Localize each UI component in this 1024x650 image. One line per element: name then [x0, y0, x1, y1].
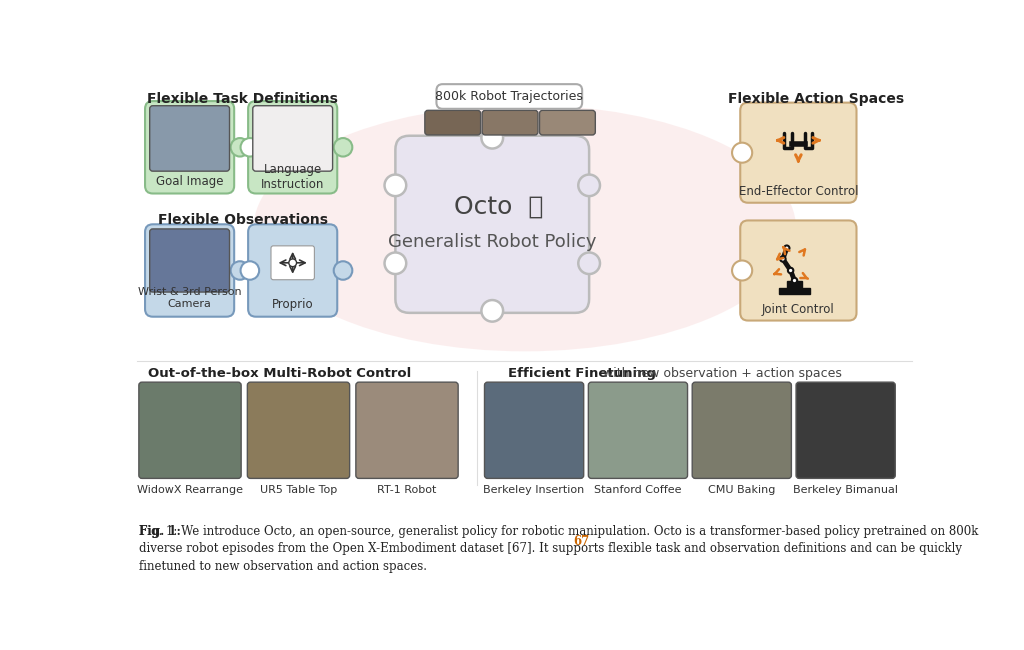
- FancyBboxPatch shape: [692, 382, 792, 478]
- Circle shape: [241, 138, 259, 157]
- FancyBboxPatch shape: [145, 101, 234, 194]
- Circle shape: [732, 143, 753, 162]
- Text: CMU Baking: CMU Baking: [709, 484, 775, 495]
- Text: Flexible Task Definitions: Flexible Task Definitions: [147, 92, 338, 106]
- FancyBboxPatch shape: [271, 246, 314, 280]
- Text: Language
Instruction: Language Instruction: [261, 162, 325, 190]
- Text: Generalist Robot Policy: Generalist Robot Policy: [388, 233, 597, 251]
- Circle shape: [732, 261, 753, 281]
- Text: Flexible Action Spaces: Flexible Action Spaces: [728, 92, 904, 106]
- FancyBboxPatch shape: [740, 103, 856, 203]
- FancyBboxPatch shape: [150, 106, 229, 171]
- Ellipse shape: [254, 105, 796, 352]
- Circle shape: [334, 261, 352, 280]
- Circle shape: [385, 175, 407, 196]
- FancyBboxPatch shape: [540, 111, 595, 135]
- Text: UR5 Table Top: UR5 Table Top: [260, 484, 337, 495]
- Text: with new observation + action spaces: with new observation + action spaces: [599, 367, 842, 380]
- Circle shape: [784, 246, 790, 251]
- FancyBboxPatch shape: [356, 382, 458, 478]
- Text: Fig. 1: We introduce Octo, an open-source, generalist policy for robotic manipul: Fig. 1: We introduce Octo, an open-sourc…: [139, 525, 978, 573]
- Text: Octo  🐙: Octo 🐙: [454, 194, 543, 218]
- FancyBboxPatch shape: [248, 101, 337, 194]
- Circle shape: [787, 268, 794, 273]
- Text: Berkeley Bimanual: Berkeley Bimanual: [794, 484, 898, 495]
- FancyBboxPatch shape: [796, 382, 895, 478]
- Circle shape: [481, 127, 503, 149]
- FancyBboxPatch shape: [395, 136, 589, 313]
- Circle shape: [334, 138, 352, 157]
- Text: Proprio: Proprio: [272, 298, 313, 311]
- FancyBboxPatch shape: [425, 111, 480, 135]
- FancyBboxPatch shape: [248, 382, 349, 478]
- Text: End-Effector Control: End-Effector Control: [738, 185, 858, 198]
- FancyBboxPatch shape: [589, 382, 687, 478]
- Bar: [786, 281, 802, 290]
- FancyBboxPatch shape: [150, 229, 229, 292]
- FancyBboxPatch shape: [145, 224, 234, 317]
- Text: RT-1 Robot: RT-1 Robot: [377, 484, 436, 495]
- Text: 800k Robot Trajectories: 800k Robot Trajectories: [435, 90, 584, 103]
- Text: Wrist & 3rd Person
Camera: Wrist & 3rd Person Camera: [138, 287, 242, 309]
- Circle shape: [579, 175, 600, 196]
- Text: Stanford Coffee: Stanford Coffee: [594, 484, 682, 495]
- Text: Fig. 1:: Fig. 1:: [139, 525, 180, 538]
- Text: 67: 67: [573, 534, 590, 547]
- Circle shape: [579, 252, 600, 274]
- FancyBboxPatch shape: [482, 111, 538, 135]
- FancyBboxPatch shape: [248, 224, 337, 317]
- Text: Joint Control: Joint Control: [762, 302, 835, 315]
- FancyBboxPatch shape: [253, 106, 333, 171]
- Text: WidowX Rearrange: WidowX Rearrange: [137, 484, 243, 495]
- FancyBboxPatch shape: [484, 382, 584, 478]
- Circle shape: [792, 278, 798, 283]
- Circle shape: [780, 256, 785, 262]
- Circle shape: [289, 259, 297, 266]
- FancyBboxPatch shape: [139, 382, 241, 478]
- Text: Berkeley Insertion: Berkeley Insertion: [483, 484, 585, 495]
- Text: Out-of-the-box Multi-Robot Control: Out-of-the-box Multi-Robot Control: [147, 367, 411, 380]
- Circle shape: [481, 300, 503, 322]
- Text: Goal Image: Goal Image: [156, 175, 223, 188]
- Bar: [779, 288, 810, 294]
- Circle shape: [230, 261, 249, 280]
- FancyBboxPatch shape: [436, 84, 583, 109]
- Text: Efficient Finetuning: Efficient Finetuning: [508, 367, 655, 380]
- Circle shape: [241, 261, 259, 280]
- FancyBboxPatch shape: [740, 220, 856, 320]
- Circle shape: [230, 138, 249, 157]
- Text: Flexible Observations: Flexible Observations: [158, 213, 328, 227]
- Circle shape: [385, 252, 407, 274]
